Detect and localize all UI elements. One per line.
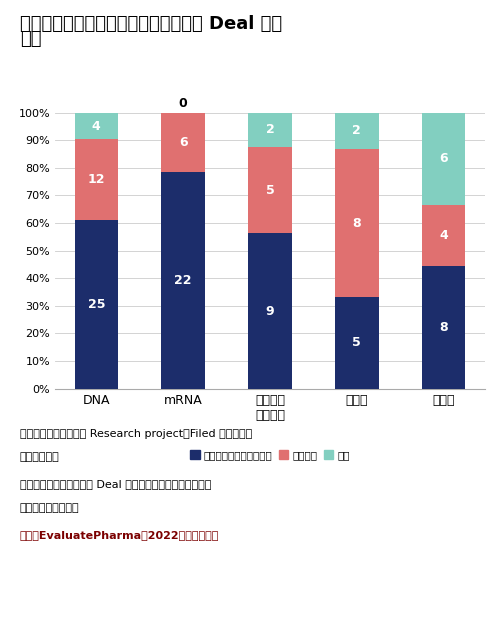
Bar [422, 205, 466, 266]
Text: 5: 5 [352, 336, 361, 349]
Text: 0: 0 [179, 97, 188, 110]
Bar [74, 139, 118, 220]
Bar [335, 149, 378, 297]
Text: 22: 22 [174, 274, 192, 287]
Text: 出所：EvaluatePharma（2022年５月時点）: 出所：EvaluatePharma（2022年５月時点） [20, 529, 220, 540]
Bar [248, 112, 292, 147]
Bar [74, 112, 118, 139]
Text: 6: 6 [440, 152, 448, 165]
Text: 2: 2 [352, 125, 361, 138]
Text: 9: 9 [266, 305, 274, 318]
Text: 2: 2 [266, 123, 274, 136]
Text: 12: 12 [88, 173, 105, 186]
Bar [422, 266, 466, 389]
Text: 出した: 出した [20, 452, 60, 462]
Text: 図６　研究開発品のワクチンタイプ別 Deal 分類: 図６ 研究開発品のワクチンタイプ別 Deal 分類 [20, 15, 282, 33]
Text: 注２：複数品目が１件の Deal で連携されている場合、複数: 注２：複数品目が１件の Deal で連携されている場合、複数 [20, 479, 212, 489]
Text: 8: 8 [440, 321, 448, 334]
Bar [162, 112, 205, 172]
Text: 4: 4 [92, 120, 100, 133]
Bar [162, 172, 205, 389]
Text: 割合: 割合 [20, 30, 42, 48]
Bar [248, 233, 292, 389]
Bar [335, 112, 378, 149]
Bar [422, 112, 466, 205]
Text: 4: 4 [440, 229, 448, 242]
Text: 6: 6 [179, 136, 188, 149]
Bar [248, 147, 292, 233]
Text: 5: 5 [266, 184, 274, 197]
Bar [74, 220, 118, 389]
Text: 25: 25 [88, 298, 105, 311]
Text: カウントした: カウントした [20, 503, 80, 513]
Text: 8: 8 [352, 217, 361, 230]
Text: 注１：研究開発段階が Research project～Filed の品目を抽: 注１：研究開発段階が Research project～Filed の品目を抽 [20, 429, 252, 439]
Bar [335, 297, 378, 389]
Legend: 品目導入・共同研究開発, 技術導入, 買収: 品目導入・共同研究開発, 技術導入, 買収 [186, 446, 354, 465]
